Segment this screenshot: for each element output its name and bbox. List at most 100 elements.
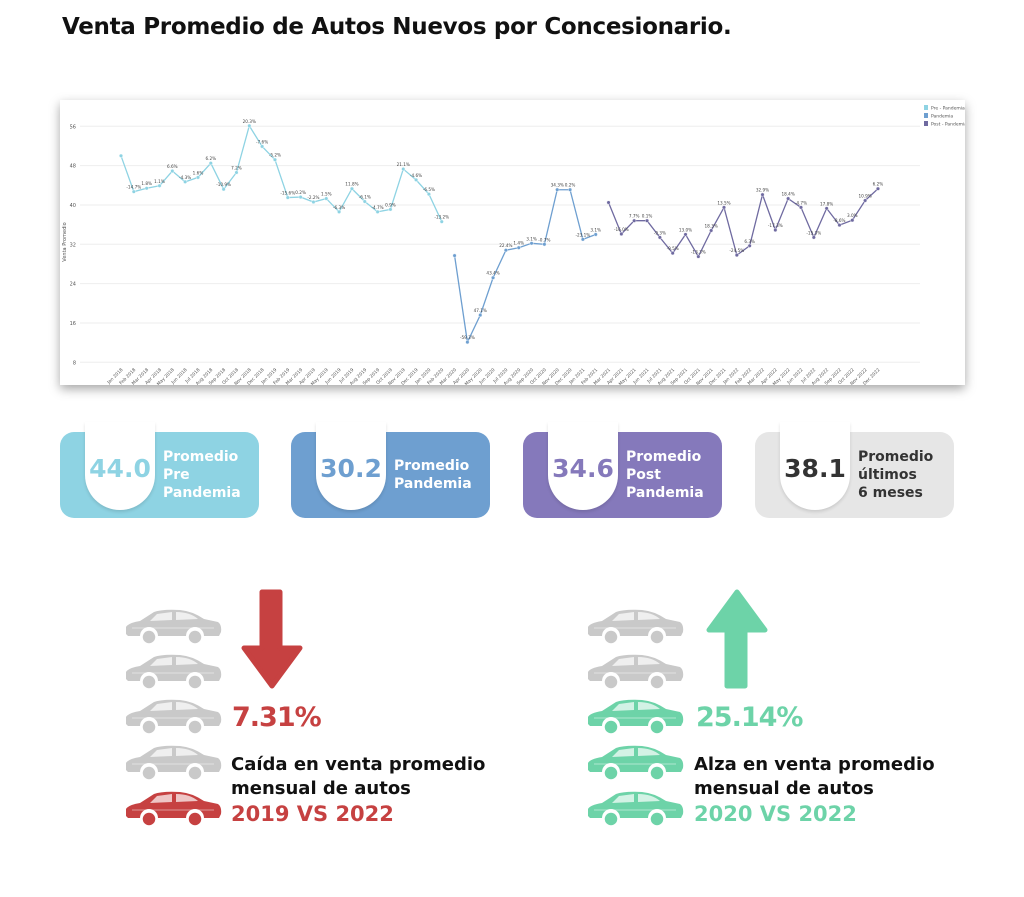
card-label-line: Pandemia xyxy=(394,476,472,492)
data-point[interactable] xyxy=(247,123,252,128)
data-point[interactable] xyxy=(798,205,803,210)
data-point[interactable] xyxy=(349,186,354,191)
data-point[interactable] xyxy=(773,228,778,233)
data-point[interactable] xyxy=(645,218,650,223)
data-point[interactable] xyxy=(195,175,200,180)
data-label: 20.3% xyxy=(243,119,256,124)
rise-description-line1: Alza en venta promedio xyxy=(694,754,935,775)
series-line xyxy=(607,188,879,258)
card-label: Promedio Pre Pandemia xyxy=(163,448,241,502)
y-tick-label: 8 xyxy=(73,360,76,366)
data-point[interactable] xyxy=(529,241,534,246)
data-point[interactable] xyxy=(362,199,367,204)
data-point[interactable] xyxy=(722,205,727,210)
data-point[interactable] xyxy=(811,235,816,240)
data-label: 7.2% xyxy=(231,166,242,171)
data-point[interactable] xyxy=(144,186,149,191)
data-point[interactable] xyxy=(131,189,136,194)
data-point[interactable] xyxy=(580,237,585,242)
car-icon xyxy=(584,698,686,740)
data-point[interactable] xyxy=(657,235,662,240)
data-point[interactable] xyxy=(375,209,380,214)
data-point[interactable] xyxy=(670,251,675,256)
legend-label[interactable]: Pre - Pandemia xyxy=(931,106,965,112)
data-point[interactable] xyxy=(285,195,290,200)
data-label: 0.2% xyxy=(295,190,306,195)
card-value: 38.1 xyxy=(784,454,846,483)
data-point[interactable] xyxy=(734,253,739,258)
chart-panel: 56 48 40 32 24 16 8 Venta Promedio Jan 2018 Feb 2… xyxy=(60,100,967,387)
data-point[interactable] xyxy=(619,231,624,236)
data-point[interactable] xyxy=(837,223,842,228)
data-point[interactable] xyxy=(324,196,329,201)
data-point[interactable] xyxy=(683,232,688,237)
data-point[interactable] xyxy=(760,192,765,197)
data-point[interactable] xyxy=(786,196,791,201)
data-label: -13.3% xyxy=(691,250,706,255)
decline-percent: 7.31% xyxy=(232,702,322,733)
card-label-line: Promedio xyxy=(626,449,702,465)
data-point[interactable] xyxy=(696,254,701,259)
data-label: 18.4% xyxy=(782,192,795,197)
data-label: 22.4% xyxy=(499,243,512,248)
data-point[interactable] xyxy=(503,248,508,253)
data-point[interactable] xyxy=(491,275,496,280)
data-point[interactable] xyxy=(593,232,598,237)
data-point[interactable] xyxy=(426,192,431,197)
data-label: -4.3% xyxy=(179,175,191,180)
data-point[interactable] xyxy=(568,187,573,192)
data-point[interactable] xyxy=(850,218,855,223)
data-label: 0.1% xyxy=(642,214,653,219)
y-axis-title: Venta Promedio xyxy=(62,222,68,261)
series-line xyxy=(453,189,596,345)
data-point[interactable] xyxy=(208,161,213,166)
data-point[interactable] xyxy=(875,186,880,191)
data-label: -14.7% xyxy=(126,185,141,190)
arrow-down-icon xyxy=(241,589,303,689)
data-label: -4.6% xyxy=(410,173,422,178)
data-point[interactable] xyxy=(606,200,611,205)
data-point[interactable] xyxy=(260,144,265,149)
data-point[interactable] xyxy=(516,245,521,250)
data-point[interactable] xyxy=(183,179,188,184)
data-point[interactable] xyxy=(632,218,637,223)
data-point[interactable] xyxy=(478,313,483,318)
data-point[interactable] xyxy=(221,187,226,192)
car-icon xyxy=(584,744,686,786)
ribbon-tab xyxy=(316,422,386,510)
data-point[interactable] xyxy=(119,153,124,158)
data-label: -13.2% xyxy=(434,215,449,220)
data-point[interactable] xyxy=(414,177,419,182)
data-label: -17.3% xyxy=(768,223,783,228)
data-point[interactable] xyxy=(439,219,444,224)
summary-card: 30.2 Promedio Pandemia xyxy=(291,422,490,518)
data-point[interactable] xyxy=(747,243,752,248)
legend-label[interactable]: Post - Pandemia xyxy=(931,122,967,128)
series-line xyxy=(120,124,443,222)
y-tick-label: 48 xyxy=(70,164,76,170)
data-point[interactable] xyxy=(452,253,457,258)
data-point[interactable] xyxy=(465,340,470,345)
y-tick-label: 16 xyxy=(70,321,76,327)
data-label: 13.5% xyxy=(717,200,730,205)
data-point[interactable] xyxy=(709,228,714,233)
data-point[interactable] xyxy=(234,170,239,175)
data-point[interactable] xyxy=(311,200,316,205)
data-label: -6.1% xyxy=(359,195,371,200)
data-point[interactable] xyxy=(298,195,303,200)
data-point[interactable] xyxy=(157,183,162,188)
data-point[interactable] xyxy=(170,169,175,174)
rise-compare: 2020 VS 2022 xyxy=(694,802,857,826)
data-label: 1.1% xyxy=(154,179,165,184)
data-point[interactable] xyxy=(401,167,406,172)
data-point[interactable] xyxy=(337,209,342,214)
data-point[interactable] xyxy=(555,187,560,192)
legend-label[interactable]: Pandemia xyxy=(931,114,953,120)
data-point[interactable] xyxy=(388,207,393,212)
data-point[interactable] xyxy=(863,198,868,203)
rise-description-line2: mensual de autos xyxy=(694,778,874,799)
data-point[interactable] xyxy=(272,157,277,162)
data-point[interactable] xyxy=(542,242,547,247)
data-point[interactable] xyxy=(824,206,829,211)
card-label: Promedio últimos 6 meses xyxy=(858,448,933,502)
